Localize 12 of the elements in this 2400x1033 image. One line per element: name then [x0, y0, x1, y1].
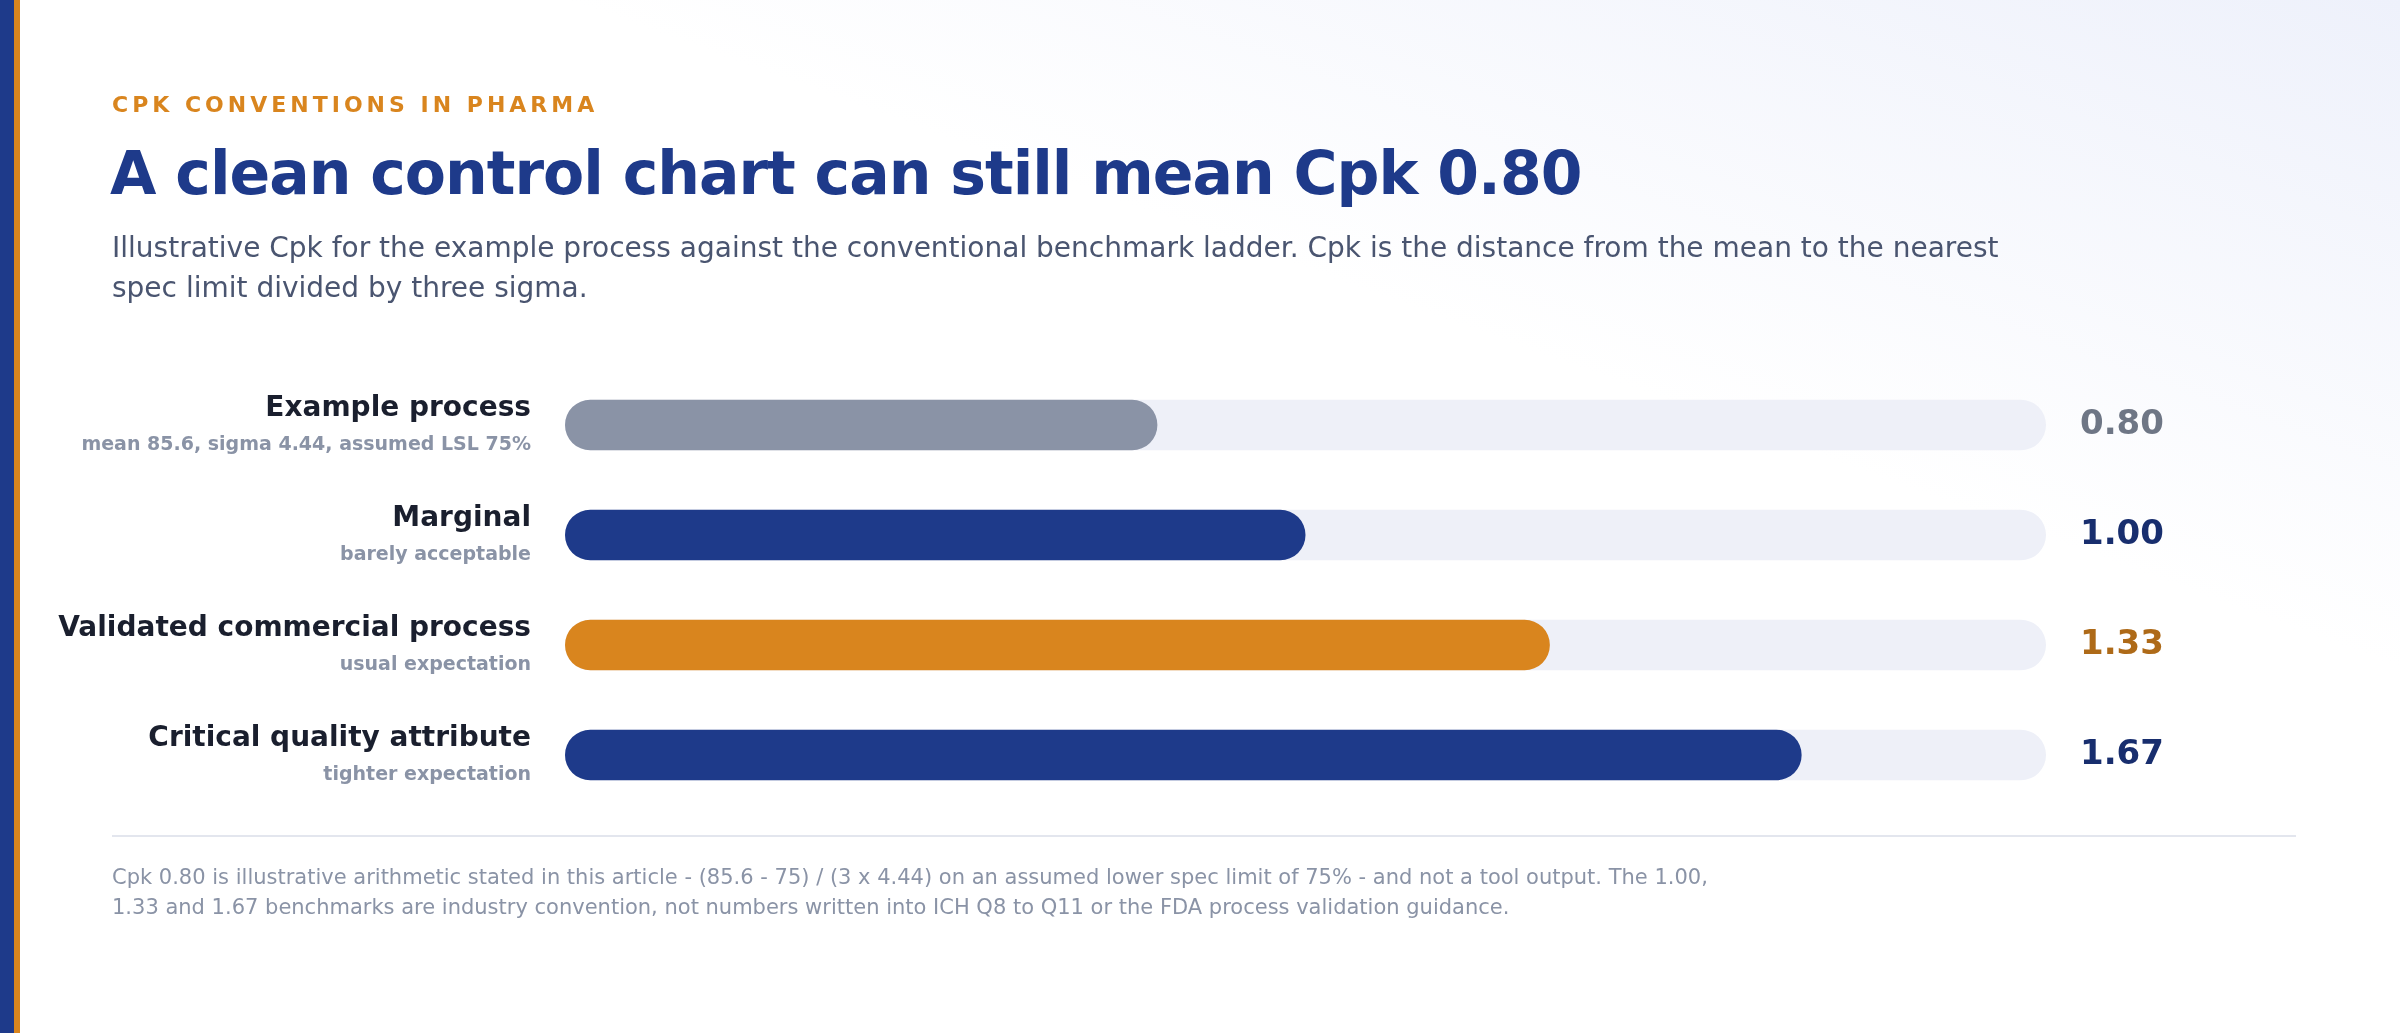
chart-title: A clean control chart can still mean Cpk 0.80: [110, 138, 1582, 208]
legend-title: CPK CONVENTIONS IN PHARMA: [112, 92, 599, 117]
y-tick-label: Example process mean 85.6, sigma 4.44, assumed LSL 75%: [81, 390, 531, 454]
chart-subtitle: Illustrative Cpk for the example process against the conventional benchmark ladder. Cpk is the distance from the mean to the nearest spec limit divided by three sigma.: [112, 230, 2000, 306]
data-label: 1.00: [2080, 511, 2164, 552]
y-tick-label: Marginal barely acceptable: [340, 500, 531, 564]
text: Cpk 0.80 is illustrative arithmetic stated in this article - (85.6 - 75) / (3 x 4.44) on an assumed lower spec limit of 75% - and not a tool output. The 1.00, 1.33 and 1.67 benchmarks are industry convention, not numbers written into ICH Q8 to Q11 or the FDA process validation guidance.: [112, 864, 1709, 921]
data-label: 1.67: [2080, 731, 2164, 772]
y-tick-label: Critical quality attribute tighter expectation: [148, 720, 531, 784]
data-label: 0.80: [2080, 401, 2164, 442]
y-tick-label: Validated commercial process usual expectation: [58, 610, 531, 674]
data-label: 1.33: [2080, 621, 2164, 662]
